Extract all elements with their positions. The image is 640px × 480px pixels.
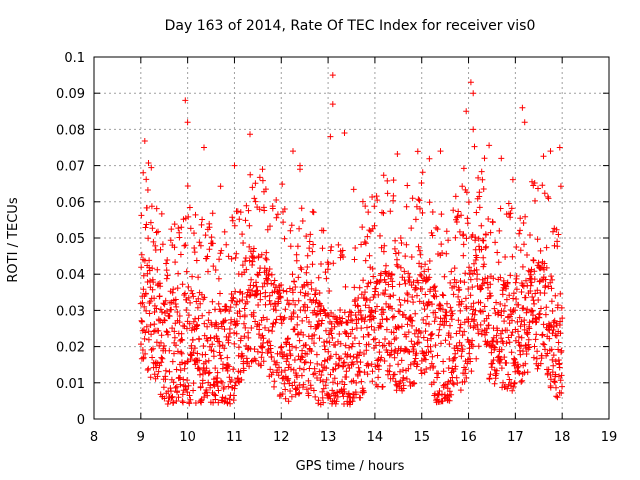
y-tick-label: 0.01 — [56, 377, 85, 392]
chart-title: Day 163 of 2014, Rate Of TEC Index for r… — [165, 18, 536, 34]
y-tick-label: 0.04 — [56, 268, 85, 283]
x-tick-label: 12 — [273, 430, 290, 445]
x-tick-label: 18 — [554, 430, 571, 445]
y-tick-label: 0.08 — [56, 123, 85, 138]
x-axis-ticks: 8 9 10 11 12 13 14 15 16 17 18 19 — [90, 57, 617, 445]
x-tick-label: 10 — [179, 430, 196, 445]
y-axis-ticks: 0 0.01 0.02 0.03 0.04 0.05 0.06 0.07 0.08 0.09 0.1 — [56, 51, 609, 428]
roti-points-series — [137, 72, 566, 408]
x-tick-label: 8 — [90, 430, 98, 445]
y-tick-label: 0.05 — [56, 232, 85, 247]
x-tick-label: 14 — [367, 430, 384, 445]
y-tick-label: 0.03 — [56, 304, 85, 319]
y-tick-label: 0.06 — [56, 196, 85, 211]
x-tick-label: 19 — [601, 430, 618, 445]
y-tick-label: 0.09 — [56, 87, 85, 102]
y-axis-label: ROTI / TECUs — [6, 197, 21, 282]
x-tick-label: 16 — [460, 430, 477, 445]
x-tick-label: 15 — [413, 430, 430, 445]
y-tick-label: 0.02 — [56, 341, 85, 356]
x-tick-label: 9 — [137, 430, 145, 445]
x-tick-label: 17 — [507, 430, 524, 445]
y-tick-label: 0.07 — [56, 160, 85, 175]
x-axis-label: GPS time / hours — [296, 459, 405, 474]
x-tick-label: 13 — [320, 430, 337, 445]
data-points — [137, 72, 566, 408]
grid-lines — [94, 57, 609, 419]
x-tick-label: 11 — [226, 430, 243, 445]
y-tick-label: 0.1 — [64, 51, 85, 66]
y-tick-label: 0 — [77, 413, 85, 428]
